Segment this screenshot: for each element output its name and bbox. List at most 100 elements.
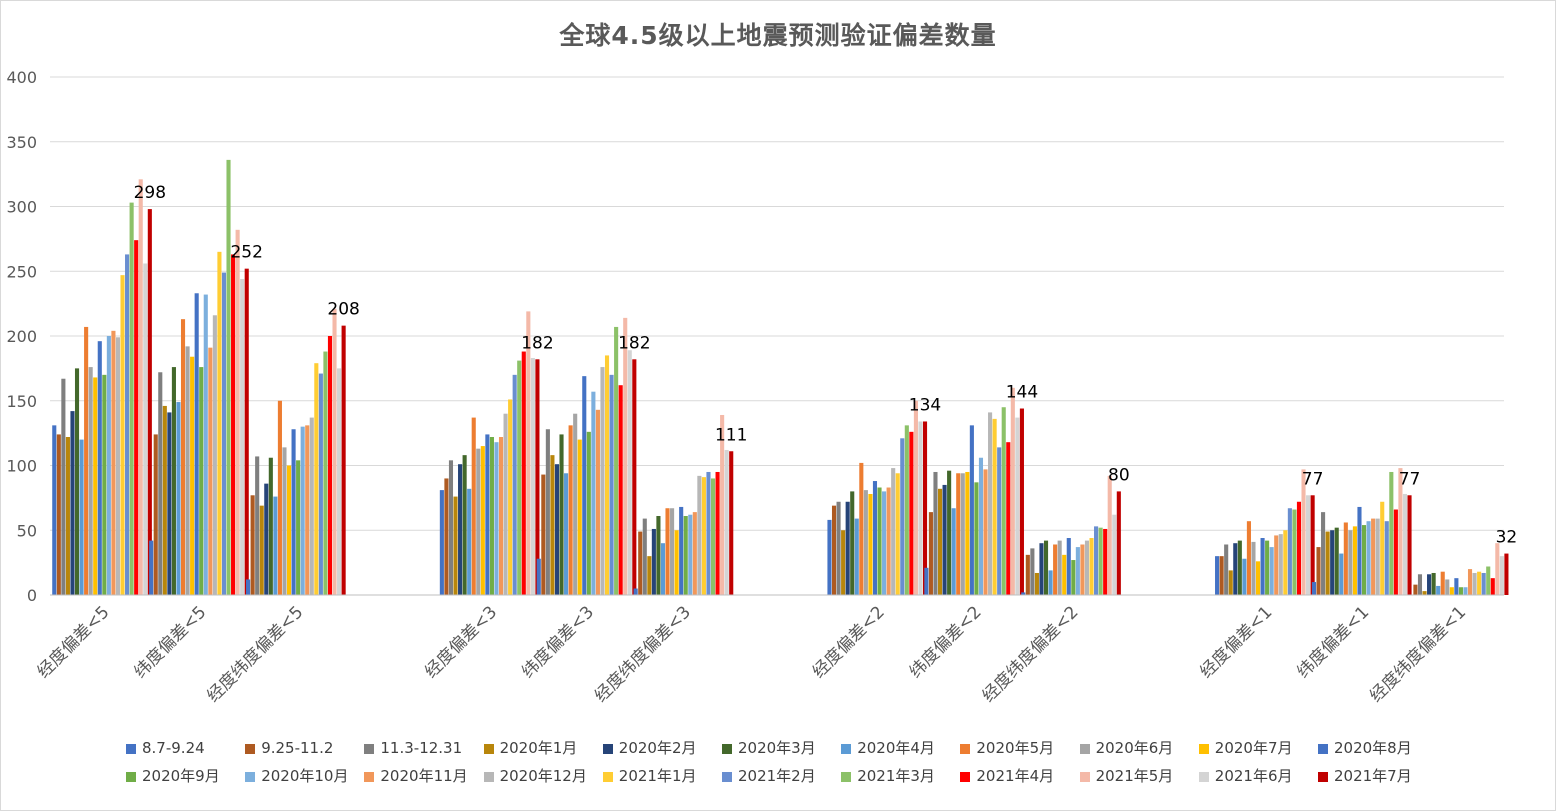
bar <box>1431 572 1436 595</box>
bar <box>65 437 70 595</box>
bar <box>1375 518 1380 595</box>
bar <box>1380 501 1385 595</box>
bar <box>176 402 181 595</box>
bar <box>1472 572 1477 595</box>
legend-item: 2020年10月 <box>245 766 348 786</box>
bar <box>895 473 900 595</box>
bar <box>517 360 522 595</box>
bar <box>1233 543 1238 595</box>
bar <box>1495 543 1500 595</box>
bar <box>79 439 84 595</box>
bar <box>341 325 346 595</box>
bar <box>706 471 711 595</box>
bar <box>688 514 693 595</box>
bar <box>1339 553 1344 595</box>
bar <box>877 487 882 595</box>
bar <box>1112 514 1117 595</box>
x-category-label: 纬度偏差<3 <box>518 602 598 682</box>
legend-swatch <box>1198 772 1209 782</box>
bar <box>1454 578 1459 595</box>
bar <box>701 477 706 595</box>
bar <box>471 417 476 595</box>
bar <box>286 465 292 595</box>
legend-label: 2020年10月 <box>261 767 349 785</box>
bar <box>651 528 656 595</box>
bar <box>536 558 541 595</box>
bar <box>1316 547 1321 595</box>
bar <box>217 251 222 595</box>
bar <box>554 464 560 595</box>
bar <box>564 473 569 595</box>
bar <box>1422 591 1427 595</box>
bar <box>115 337 121 595</box>
bar <box>74 368 80 595</box>
bar <box>692 512 697 595</box>
bar <box>724 449 729 595</box>
bar <box>909 431 914 595</box>
bar <box>1237 540 1242 595</box>
legend-label: 2020年11月 <box>380 767 468 785</box>
legend-swatch <box>1318 744 1328 754</box>
bar <box>960 473 965 595</box>
bar <box>147 209 152 595</box>
bar <box>231 254 236 596</box>
bar <box>1265 540 1270 595</box>
bar <box>199 367 204 595</box>
bar <box>1057 540 1062 595</box>
data-label: 111 <box>715 425 747 445</box>
bar <box>1296 501 1302 595</box>
legend-swatch <box>245 744 256 754</box>
bar <box>1030 548 1035 595</box>
bar <box>462 455 467 595</box>
bar <box>1071 560 1076 595</box>
legend-label: 2020年5月 <box>976 739 1055 757</box>
y-tick-label: 50 <box>17 521 37 540</box>
bar <box>309 417 314 595</box>
legend-label: 2020年7月 <box>1214 739 1293 757</box>
bar <box>965 471 970 595</box>
legend-label: 2021年5月 <box>1095 767 1174 785</box>
bar <box>872 481 878 595</box>
legend-item: 2021年2月 <box>722 766 816 786</box>
bar <box>886 487 891 595</box>
bar <box>171 367 176 595</box>
y-tick-label: 100 <box>6 457 37 476</box>
bar <box>715 471 720 595</box>
legend-label: 9.25-11.2 <box>261 739 334 757</box>
bar <box>255 456 260 595</box>
bar <box>559 434 564 595</box>
bar <box>300 426 305 595</box>
x-category-label: 经度纬度偏差<2 <box>979 602 1083 706</box>
bar <box>535 359 540 595</box>
legend-label: 8.7-9.24 <box>142 739 205 757</box>
bar <box>1477 571 1482 595</box>
bar <box>70 411 75 595</box>
bar <box>595 409 600 595</box>
legend-item: 2021年7月 <box>1318 766 1412 786</box>
bar <box>1215 556 1220 595</box>
bar <box>1463 587 1468 595</box>
legend-item: 2020年9月 <box>126 766 220 786</box>
bar <box>836 501 841 595</box>
legend-swatch <box>245 772 256 782</box>
legend-label: 2021年6月 <box>1214 767 1293 785</box>
bar <box>1330 530 1335 595</box>
bar <box>503 413 508 595</box>
bar <box>900 438 905 595</box>
bar <box>1251 541 1256 595</box>
legend-item: 2020年4月 <box>841 738 935 758</box>
bar <box>683 516 688 595</box>
bar <box>153 434 158 595</box>
legend-swatch <box>841 772 852 782</box>
bar <box>282 447 287 595</box>
bar <box>84 326 89 595</box>
bar <box>1310 495 1315 595</box>
bar <box>120 275 125 595</box>
legend-item: 2020年5月 <box>960 738 1054 758</box>
bar <box>1458 587 1463 595</box>
bar <box>854 518 859 595</box>
y-tick-label: 0 <box>27 586 37 605</box>
bar <box>458 464 463 595</box>
bar <box>868 493 873 595</box>
